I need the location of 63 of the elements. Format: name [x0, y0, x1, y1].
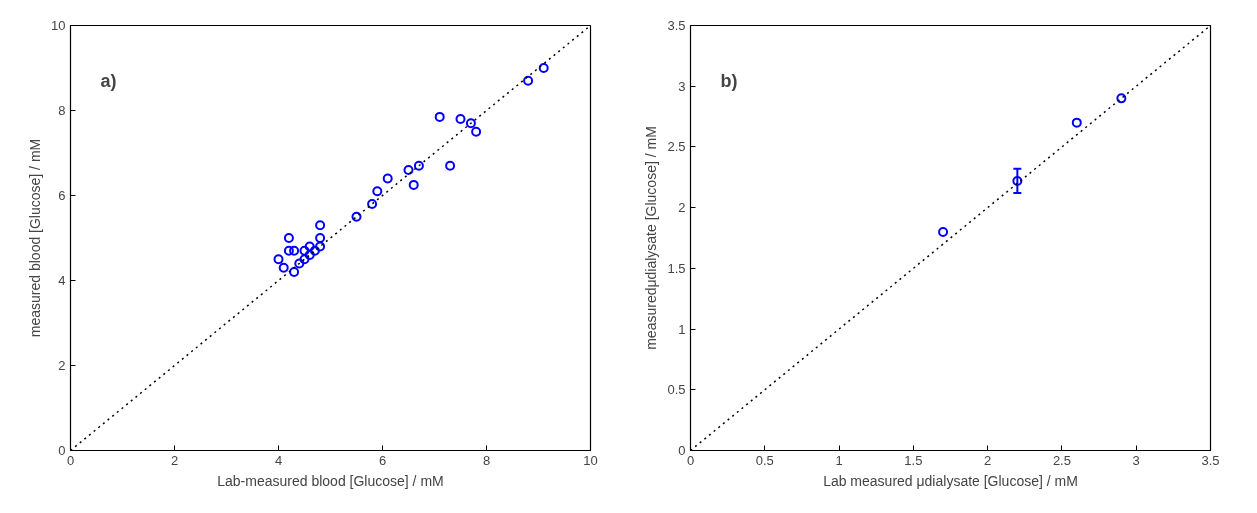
x-tick-label: 2 [984, 452, 992, 468]
y-tick-label: 2.5 [667, 139, 686, 155]
x-tick-label: 6 [378, 452, 387, 468]
x-tick-label: 1.5 [904, 452, 923, 468]
y-tick-label: 10 [51, 18, 66, 33]
x-tick-label: 2 [170, 452, 179, 468]
y-tick-label: 8 [58, 103, 66, 118]
point [289, 267, 300, 277]
annotation: b) [720, 70, 738, 91]
x-tick-label: 1 [835, 452, 843, 468]
point [538, 63, 549, 73]
y-tick-label: 3 [678, 78, 686, 94]
x-tick-label: 0.5 [755, 452, 774, 468]
y-axis-title: measured blood [Glucose] / mM [27, 138, 44, 338]
point [278, 262, 289, 273]
point [938, 226, 949, 237]
point [309, 245, 320, 256]
point [315, 233, 326, 243]
point [372, 186, 383, 197]
y-axis-title: measuredμdialysate [Glucose] / mM [643, 126, 660, 350]
point [1012, 175, 1023, 186]
point [434, 111, 445, 122]
x-tick-label: 3 [1132, 452, 1140, 468]
point [523, 75, 534, 86]
x-tick-label: 8 [482, 452, 491, 468]
point [351, 211, 362, 222]
point [382, 173, 393, 184]
y-tick-label: 1.5 [667, 260, 686, 276]
y-tick-label: 1 [678, 321, 686, 337]
y-tick-label: 6 [58, 188, 66, 203]
point [1071, 117, 1082, 128]
point [299, 254, 310, 265]
point [315, 220, 326, 231]
point [315, 241, 326, 252]
point [304, 241, 315, 252]
x-tick-label: 4 [274, 452, 283, 468]
point [465, 118, 476, 129]
point [408, 179, 419, 190]
point [273, 254, 284, 265]
point [445, 160, 456, 171]
point [413, 160, 424, 171]
point [367, 199, 378, 209]
point [283, 245, 294, 256]
point [294, 258, 305, 269]
y-tick-label: 2 [58, 358, 66, 373]
point [403, 165, 414, 175]
x-tick-label: 2.5 [1052, 452, 1071, 468]
point [455, 114, 466, 124]
x-tick-label: 10 [583, 452, 598, 468]
annotation: a) [100, 70, 117, 91]
y-tick-label: 0.5 [667, 382, 686, 398]
y-tick-label: 2 [678, 200, 686, 216]
y-tick-label: 4 [58, 273, 66, 288]
point [1116, 93, 1127, 104]
x-tick-label: 3.5 [1201, 452, 1220, 468]
x-axis-title: Lab-measured blood [Glucose] / mM [217, 472, 444, 489]
y-tick-label: 3.5 [667, 18, 686, 33]
point [304, 250, 315, 260]
point [471, 126, 482, 137]
point [283, 233, 294, 243]
point [289, 245, 300, 256]
x-axis-title: Lab measured μdialysate [Glucose] / mM [823, 472, 1078, 489]
point [299, 245, 310, 256]
